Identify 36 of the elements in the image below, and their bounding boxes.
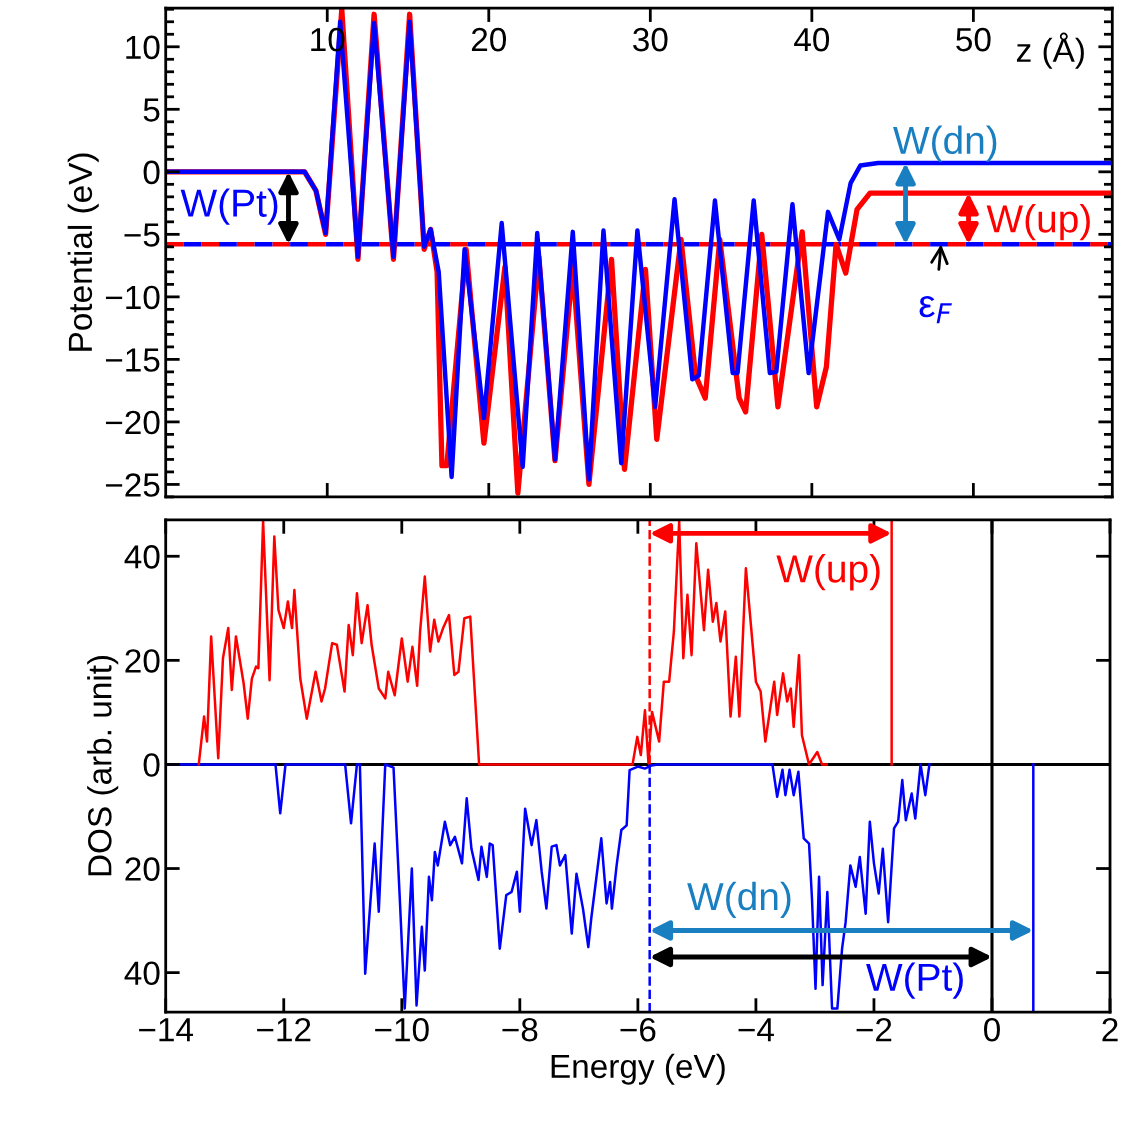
x-tick-label: 30 <box>633 27 668 52</box>
annotation: W(dn) <box>687 881 791 919</box>
y-tick-label: −10 <box>105 285 160 310</box>
y-tick-label: −25 <box>105 473 160 497</box>
y-tick-label: 20 <box>125 649 160 673</box>
x-tick-label: −2 <box>856 1017 892 1042</box>
annotation: W(up) <box>986 204 1090 241</box>
y-tick-label: 5 <box>143 98 160 122</box>
annotation: W(Pt) <box>866 962 963 999</box>
x-tick-label: 2 <box>1102 1017 1118 1042</box>
x-tick-label: −8 <box>502 1017 538 1042</box>
y-tick-label: −5 <box>124 223 160 247</box>
annotation: ε$_{F}$ <box>919 295 952 324</box>
x-tick-label: 50 <box>956 27 991 52</box>
y-tick-label: −15 <box>105 348 160 372</box>
x-tick-label: −12 <box>257 1017 311 1042</box>
y-tick-label: 20 <box>125 857 160 881</box>
y-axis-title: Potential (eV) <box>67 153 99 351</box>
x-tick-label: 40 <box>794 27 830 52</box>
x-axis-title: z (Å) <box>1016 32 1084 69</box>
x-tick-label: −4 <box>738 1018 774 1042</box>
y-tick-label: 0 <box>143 753 160 777</box>
x-axis-title: Energy (eV) <box>551 1053 725 1085</box>
x-tick-label: −6 <box>620 1017 656 1042</box>
annotation: W(dn) <box>893 125 997 162</box>
y-axis-title: DOS (arb. unit) <box>87 656 119 876</box>
x-tick-label: −10 <box>375 1017 429 1042</box>
x-tick-label: 0 <box>984 1017 1000 1042</box>
y-tick-label: 40 <box>124 961 160 986</box>
y-tick-label: 0 <box>143 160 160 185</box>
y-tick-label: −20 <box>105 410 160 435</box>
y-tick-label: 40 <box>124 545 160 569</box>
x-tick-label: −14 <box>139 1018 194 1042</box>
annotation: W(Pt) <box>180 188 278 225</box>
x-tick-label: 20 <box>471 27 507 52</box>
annotation: W(up) <box>776 554 880 591</box>
